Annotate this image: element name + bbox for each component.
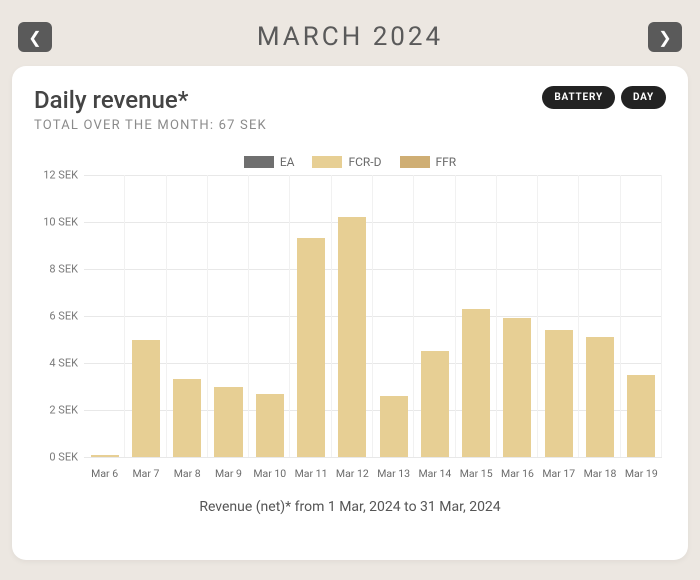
chart-bars [84,175,662,457]
chevron-left-icon: ❮ [28,28,41,47]
bar-slot [125,175,166,457]
card-titles: Daily revenue* TOTAL OVER THE MONTH: 67 … [34,86,267,133]
bar[interactable] [503,318,531,457]
legend-swatch [312,156,342,168]
y-axis-label: 0 SEK [34,451,78,464]
legend-label: EA [280,155,295,169]
month-title: MARCH 2024 [257,22,443,52]
x-axis-label: Mar 7 [125,461,166,485]
chevron-right-icon: ❯ [658,28,671,47]
x-axis-label: Mar 13 [373,461,414,485]
chart-area: 0 SEK2 SEK4 SEK6 SEK8 SEK10 SEK12 SEK Ma… [34,175,666,485]
bar[interactable] [132,340,160,458]
bar-slot [249,175,290,457]
legend-swatch [244,156,274,168]
x-axis-label: Mar 8 [167,461,208,485]
bar-slot [84,175,125,457]
prev-month-button[interactable]: ❮ [18,22,52,52]
bar-slot [621,175,662,457]
header: ❮ MARCH 2024 ❯ [0,0,700,66]
chart-caption: Revenue (net)* from 1 Mar, 2024 to 31 Ma… [34,499,666,515]
bar[interactable] [91,455,119,457]
bar-slot [538,175,579,457]
y-axis-label: 4 SEK [34,357,78,370]
bar[interactable] [462,309,490,457]
day-pill[interactable]: DAY [621,86,666,109]
x-axis-label: Mar 19 [621,461,662,485]
x-axis-label: Mar 11 [290,461,331,485]
card-title: Daily revenue* [34,86,267,114]
chart-legend: EA FCR-D FFR [34,155,666,169]
bar[interactable] [214,387,242,458]
y-axis-label: 6 SEK [34,310,78,323]
x-axis-label: Mar 12 [332,461,373,485]
x-axis-label: Mar 16 [497,461,538,485]
revenue-card: Daily revenue* TOTAL OVER THE MONTH: 67 … [12,66,688,560]
legend-item[interactable]: FCR-D [312,155,381,169]
x-axis-label: Mar 14 [414,461,455,485]
legend-swatch [400,156,430,168]
x-axis-label: Mar 18 [579,461,620,485]
filter-pills: BATTERY DAY [542,86,666,109]
bar-slot [373,175,414,457]
bar[interactable] [627,375,655,457]
legend-item[interactable]: EA [244,155,295,169]
bar-slot [497,175,538,457]
bar-slot [290,175,331,457]
gridline [84,457,662,458]
x-axis-label: Mar 15 [456,461,497,485]
bar[interactable] [586,337,614,457]
legend-label: FFR [436,155,457,169]
bar-slot [208,175,249,457]
x-axis-label: Mar 9 [208,461,249,485]
bar[interactable] [380,396,408,457]
card-subtitle: TOTAL OVER THE MONTH: 67 SEK [34,118,267,133]
y-axis-label: 8 SEK [34,263,78,276]
y-axis-label: 2 SEK [34,404,78,417]
bar[interactable] [256,394,284,457]
bar[interactable] [173,379,201,457]
next-month-button[interactable]: ❯ [648,22,682,52]
y-axis-label: 12 SEK [34,169,78,182]
x-axis-label: Mar 10 [249,461,290,485]
y-axis-label: 10 SEK [34,216,78,229]
battery-pill[interactable]: BATTERY [542,86,615,109]
bar-slot [456,175,497,457]
bar-slot [167,175,208,457]
bar[interactable] [338,217,366,457]
card-header: Daily revenue* TOTAL OVER THE MONTH: 67 … [34,86,666,133]
x-axis-label: Mar 17 [538,461,579,485]
chart-xlabels: Mar 6Mar 7Mar 8Mar 9Mar 10Mar 11Mar 12Ma… [84,461,662,485]
x-axis-label: Mar 6 [84,461,125,485]
legend-item[interactable]: FFR [400,155,457,169]
bar-slot [332,175,373,457]
bar[interactable] [297,238,325,457]
bar[interactable] [545,330,573,457]
legend-label: FCR-D [348,155,381,169]
bar-slot [579,175,620,457]
bar[interactable] [421,351,449,457]
bar-slot [414,175,455,457]
